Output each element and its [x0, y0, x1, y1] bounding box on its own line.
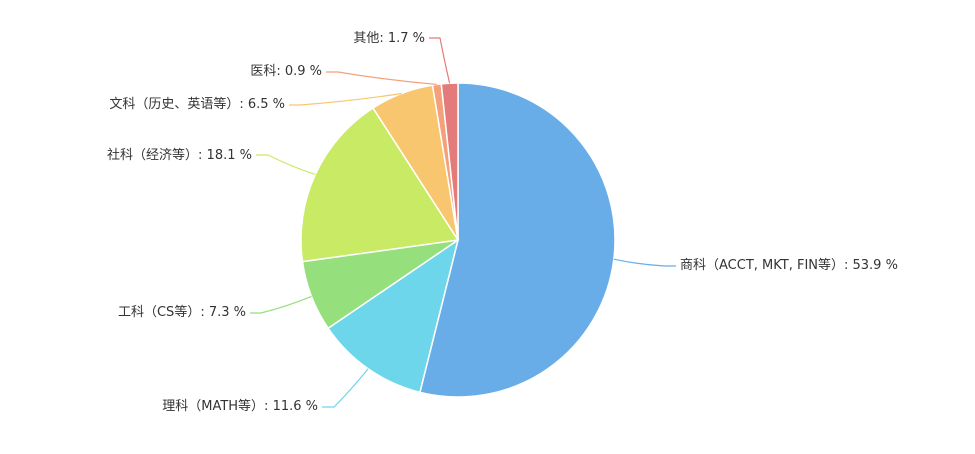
slice-label-2: 工科（CS等）: 7.3 % — [118, 304, 246, 320]
slice-label-6: 其他: 1.7 % — [353, 31, 425, 46]
slice-label-5: 医科: 0.9 % — [250, 64, 322, 79]
slice-label-3: 社科（经济等）: 18.1 % — [107, 147, 252, 163]
pie-slice-6 — [440, 82, 459, 241]
leader-line-3 — [256, 154, 316, 176]
slice-label-1: 理科（MATH等）: 11.6 % — [162, 398, 318, 414]
leader-line-0 — [613, 258, 676, 267]
leader-line-6 — [429, 37, 451, 84]
leader-lines-layer — [250, 37, 676, 408]
pie-slice-0 — [419, 82, 616, 398]
pie-slice-1 — [327, 238, 460, 394]
leader-line-1 — [322, 368, 369, 408]
slice-label-0: 商科（ACCT, MKT, FIN等）: 53.9 % — [680, 257, 898, 273]
leader-line-5 — [326, 71, 437, 86]
leader-line-4 — [289, 92, 402, 106]
leader-line-2 — [250, 295, 312, 314]
slices-layer — [300, 82, 616, 398]
labels-layer: 商科（ACCT, MKT, FIN等）: 53.9 % 理科（MATH等）: 11… — [107, 31, 898, 414]
slice-label-4: 文科（历史、英语等）: 6.5 % — [109, 96, 285, 112]
